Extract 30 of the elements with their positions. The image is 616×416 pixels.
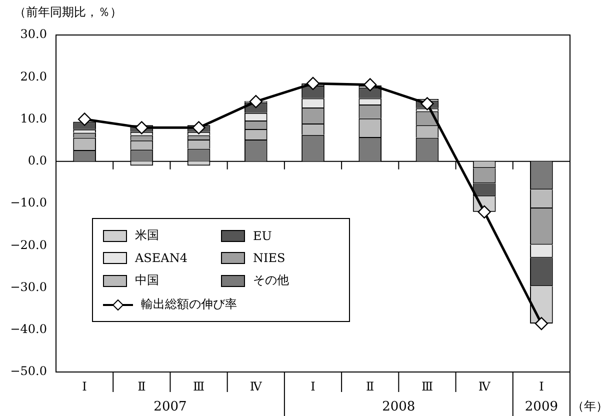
x-tick-label: Ⅳ [250,379,263,394]
y-axis-title: （前年同期比，％） [14,5,122,20]
legend-label: ASEAN4 [135,251,188,265]
text: 2009 [524,399,558,414]
x-tick-label: Ⅳ [478,379,492,394]
y-tick-label: −40.0 [10,322,47,336]
legend-label: EU [253,228,272,242]
y-tick-label: −30.0 [10,280,47,294]
y-tick-label: 30.0 [20,27,47,42]
legend-label: 中国 [135,272,159,289]
y-tick-label: 10.0 [20,111,47,126]
x-tick-label: Ⅲ [421,379,434,394]
x-tick-label: Ⅱ [366,379,374,394]
x-tick-label: Ⅲ [192,379,205,394]
legend-label: 米国 [135,227,159,244]
y-tick-label: 0.0 [28,154,47,168]
legend-label: NIES [253,251,286,265]
legend-label: 輸出総額の伸び率 [141,296,237,313]
x-tick-label: Ⅰ [82,379,88,394]
y-tick-label: −20.0 [10,238,47,252]
x-tick-label: Ⅰ [310,379,316,394]
legend-label: その他 [253,272,289,289]
x-tick-label: Ⅰ [539,379,544,394]
y-tick-label: −10.0 [10,196,47,210]
y-tick-label: 20.0 [20,69,47,84]
y-tick-label: −50.0 [10,364,47,378]
text: 2007 [154,399,187,414]
x-axis-title: （年） [572,399,608,414]
x-tick-label: Ⅱ [138,379,146,394]
text: 2008 [382,399,416,414]
